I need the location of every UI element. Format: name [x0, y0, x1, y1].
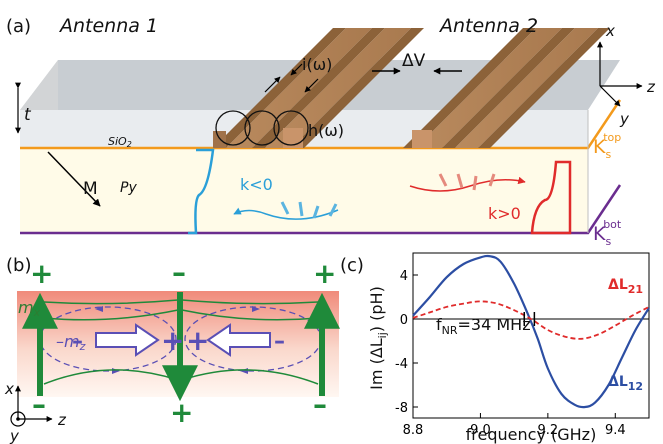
- minus-top-center: –: [172, 256, 186, 289]
- thickness-label: t: [24, 105, 32, 125]
- k-pos-profile: [530, 160, 572, 235]
- ks-top-label: Kstop: [593, 131, 621, 161]
- field-line-top-left: [43, 299, 179, 305]
- k-neg-spins: [280, 201, 338, 219]
- field-label: h(ω): [308, 121, 344, 140]
- x-axis-label: frequency (GHz): [466, 425, 597, 444]
- panel-b-label: (b): [6, 255, 31, 276]
- y-tick-label-2: -4: [395, 357, 408, 372]
- k-neg-profile: [188, 148, 215, 235]
- x-tick-label-3: 9.4: [605, 423, 626, 438]
- k-pos-label: k>0: [488, 204, 521, 223]
- mz-label: –mz: [56, 332, 86, 353]
- minus-bottom-right: –: [313, 388, 327, 421]
- y-axis-label: Im (ΔLij) (pH): [367, 286, 389, 390]
- magnetization-label: M: [83, 179, 98, 199]
- current-arrow-3: [304, 78, 319, 93]
- ks-bot-label: Ksbot: [593, 218, 622, 248]
- charge-minus-left: –: [72, 329, 83, 354]
- current-arrow-1: [290, 63, 303, 76]
- minus-bottom-left: –: [32, 388, 46, 421]
- panel-b: (b) + – + – + – mx –mz + + – – x z y: [4, 255, 340, 444]
- antenna-2-label: Antenna 2: [438, 15, 538, 37]
- py-label: Py: [120, 180, 137, 196]
- k-neg-wave: [233, 207, 339, 220]
- field-loop-1: [215, 110, 251, 146]
- x-tick-label-1: 9.0: [470, 423, 491, 438]
- axis-a-z-label: z: [646, 78, 656, 96]
- k-neg-label: k<0: [240, 175, 273, 194]
- charge-plus-left: +: [161, 324, 184, 357]
- y-ticks: 4 0 -4 -8: [395, 269, 418, 416]
- axis-b-x-label: x: [4, 380, 14, 398]
- voltage-label: ΔV: [402, 51, 426, 71]
- panel-a: (a) Antenna 1 Antenna 2 i(ω) h(ω) ΔV t M…: [6, 15, 656, 248]
- nr-markers: [523, 312, 536, 326]
- sio2-label: SiO2: [108, 135, 132, 149]
- plus-top-right: +: [313, 257, 336, 290]
- axis-b-y-label: y: [9, 427, 20, 444]
- antenna-2-bars: [403, 28, 610, 148]
- y-tick-label-0: 4: [400, 269, 408, 284]
- mz-arrow-left: [95, 323, 160, 357]
- field-loop-3: [273, 110, 309, 146]
- x-tick-label-2: 9.2: [538, 423, 559, 438]
- panel-a-label: (a): [6, 16, 31, 37]
- panel-c: 8.8 9.0 9.2 9.4 4 0 -4 -8 (c) Im (ΔLij) (pH) f…: [340, 252, 650, 444]
- axis-b-z-label: z: [57, 411, 67, 429]
- plus-bottom-center: +: [170, 396, 193, 429]
- charge-minus-right: –: [274, 329, 285, 354]
- axis-a-x-label: x: [605, 22, 615, 40]
- antenna-1-label: Antenna 1: [58, 15, 158, 37]
- axis-a-y: [599, 85, 621, 107]
- y-tick-label-1: 0: [400, 313, 408, 328]
- panel-c-label: (c): [340, 255, 364, 276]
- field-line-top-right: [181, 299, 319, 305]
- current-label: i(ω): [302, 55, 332, 74]
- field-loop-2: [244, 110, 280, 146]
- field-line-mid-right: [181, 309, 319, 321]
- series-line-1: [412, 300, 650, 340]
- axis-a-y-label: y: [619, 110, 630, 128]
- plot-frame: [412, 252, 650, 419]
- x-ticks: 8.8 9.0 9.2 9.4: [403, 413, 626, 438]
- series-group: [412, 254, 650, 409]
- k-pos-wave: [409, 176, 526, 192]
- series-line-0: [412, 254, 650, 409]
- current-arrow-2: [264, 76, 281, 93]
- y-tick-label-3: -8: [395, 401, 408, 416]
- magnetization-arrow: [47, 151, 101, 207]
- plus-top-left: +: [30, 257, 53, 290]
- x-tick-label-0: 8.8: [403, 423, 424, 438]
- legend-l21: ΔL21: [608, 277, 643, 296]
- fnr-annotation: fNR=34 MHz: [436, 315, 531, 337]
- mx-label: mx: [18, 298, 41, 319]
- k-pos-spins: [438, 173, 496, 191]
- field-line-mid-left: [43, 309, 179, 321]
- legend-l12: ΔL12: [608, 374, 643, 393]
- charge-plus-right: +: [186, 324, 209, 357]
- mz-arrow-right: [206, 323, 271, 357]
